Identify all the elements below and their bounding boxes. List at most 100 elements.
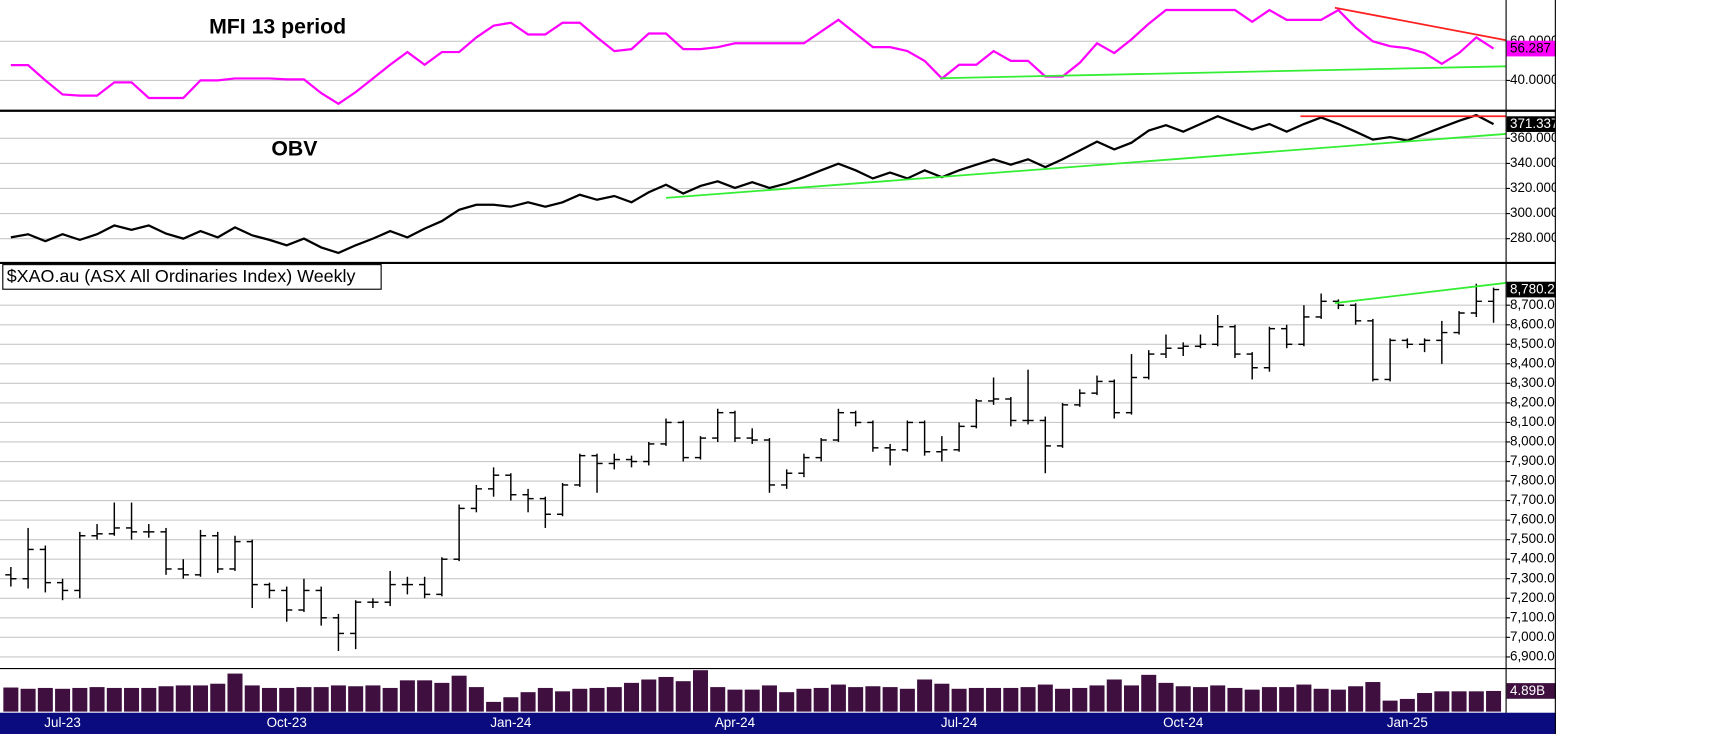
y-tick-label: 8,100.0 (1510, 414, 1555, 429)
volume-bar (606, 687, 622, 712)
y-tick-label: 360.000 (1510, 130, 1558, 145)
volume-bar (210, 683, 226, 712)
y-tick-label: 7,700.0 (1510, 492, 1555, 507)
y-tick-label: 7,400.0 (1510, 551, 1555, 566)
volume-bar (1468, 691, 1484, 712)
y-tick-label: 8,400.0 (1510, 355, 1555, 370)
volume-bar (3, 687, 19, 712)
series-line (10, 113, 1495, 255)
volume-bar (830, 684, 846, 712)
volume-bar (1210, 685, 1226, 712)
volume-bar (986, 687, 1002, 712)
value-axes: 40.000060.000056.287280.000300.000320.00… (1505, 33, 1558, 699)
volume-bar (1365, 682, 1381, 712)
x-tick-label: Jan-24 (490, 715, 532, 730)
y-tick-label: 7,900.0 (1510, 453, 1555, 468)
volume-bar (1175, 686, 1191, 712)
volume-bar (692, 670, 708, 712)
volume-bar (261, 687, 277, 712)
volume-bar (520, 692, 536, 712)
y-tick-label: 7,000.0 (1510, 629, 1555, 644)
volume-bar (20, 688, 36, 712)
volume-bar (968, 687, 984, 712)
volume-bar (641, 679, 657, 712)
volume-bar (417, 680, 433, 712)
x-tick-label: Apr-24 (715, 715, 756, 730)
y-tick-label: 7,500.0 (1510, 531, 1555, 546)
volume-bar (934, 683, 950, 712)
last-value-label: 371.337 (1510, 116, 1558, 131)
volume-bar (365, 685, 381, 712)
volume-bar (158, 686, 174, 712)
volume-bar (434, 682, 450, 712)
volume-bar (175, 685, 191, 712)
y-tick-label: 8,500.0 (1510, 336, 1555, 351)
volume-bar (1123, 685, 1140, 712)
volume-bar (37, 687, 53, 712)
y-tick-label: 7,300.0 (1510, 570, 1555, 585)
y-tick-label: 300.000 (1510, 205, 1558, 220)
volume-bar (1261, 687, 1277, 712)
last-value-badge (1506, 683, 1556, 699)
y-tick-label: 7,600.0 (1510, 512, 1555, 527)
volume-bar (106, 687, 122, 712)
x-tick-label: Jan-25 (1387, 715, 1428, 730)
volume-bar (1020, 687, 1036, 712)
volume-bar (1382, 700, 1398, 712)
volume-bar (848, 687, 864, 712)
x-tick-label: Oct-23 (267, 715, 307, 730)
volume-bar (779, 692, 795, 712)
series-line (10, 8, 1495, 106)
volume-bar (744, 689, 760, 712)
x-tick-label: Oct-24 (1163, 715, 1204, 730)
y-tick-label: 6,900.0 (1510, 648, 1555, 663)
volume-bar (658, 676, 674, 712)
volume-bar (675, 681, 691, 712)
volume-bar (1486, 690, 1502, 712)
volume-bar (537, 687, 553, 712)
volume-bar (1106, 679, 1122, 712)
x-tick-label: Jul-23 (44, 715, 81, 730)
volume-bar (503, 697, 519, 712)
volume-bar (1141, 674, 1157, 712)
volume-bar (882, 687, 898, 712)
volume-bar (796, 688, 812, 712)
volume-bar (89, 687, 105, 712)
volume-bar (865, 686, 881, 712)
y-tick-label: 40.0000 (1510, 72, 1558, 87)
volume-bar (124, 687, 140, 712)
volume-bar (486, 701, 502, 712)
volume-bar (1296, 684, 1312, 712)
y-tick-label: 8,000.0 (1510, 434, 1555, 449)
panel-title: OBV (271, 137, 318, 161)
volume-bar (399, 680, 415, 712)
volume-bar (1451, 691, 1467, 712)
last-value-badge (1506, 281, 1556, 298)
volume-bar (382, 687, 398, 712)
volume-bar (710, 687, 726, 712)
volume-bar (813, 687, 829, 712)
volume-bar (899, 688, 915, 712)
volume-bar (313, 687, 329, 712)
volume-bar (624, 682, 640, 712)
y-tick-label: 7,100.0 (1510, 609, 1555, 624)
last-value-label: 8,780.2 (1510, 282, 1555, 297)
y-tick-label: 280.000 (1510, 230, 1558, 245)
y-tick-label: 8,300.0 (1510, 375, 1555, 390)
volume-bar (727, 689, 743, 712)
volume-bar (1417, 693, 1433, 712)
volume-bar (1330, 689, 1346, 712)
volume-bar (1279, 687, 1295, 712)
last-value-badge (1506, 116, 1556, 132)
volume-bar (572, 688, 588, 712)
volume-bar (951, 688, 967, 712)
volume-bar (468, 687, 484, 712)
volume-bar (1227, 687, 1243, 712)
volume-bar (244, 685, 260, 712)
volume-bar (279, 687, 295, 712)
volume-bar (555, 691, 571, 712)
y-tick-label: 7,200.0 (1510, 590, 1555, 605)
plot-area (0, 6, 1506, 712)
